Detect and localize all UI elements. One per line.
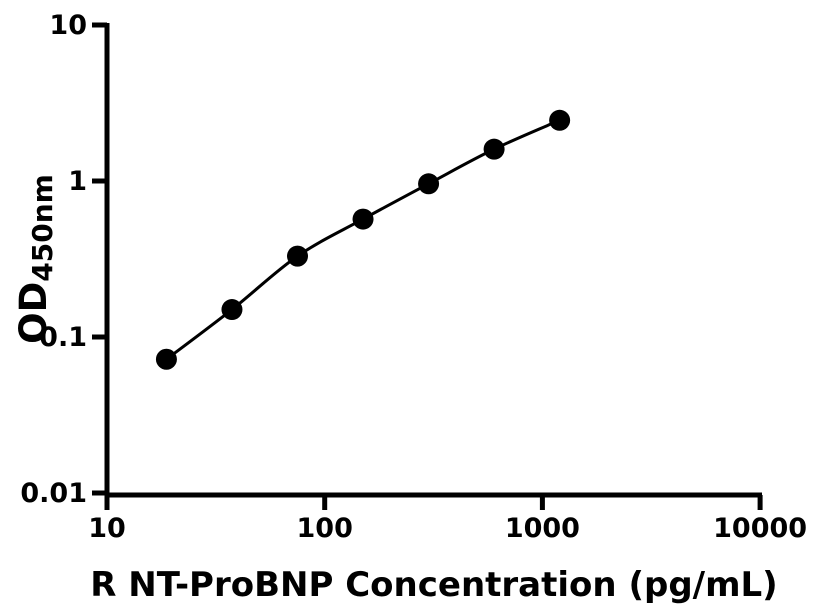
data-point-marker: [352, 208, 374, 230]
x-axis-tick-label: 1000: [505, 513, 580, 544]
data-point-marker: [221, 299, 243, 321]
data-point-marker: [549, 109, 571, 131]
y-axis-title: OD450nm: [12, 174, 59, 344]
data-point-marker: [287, 245, 309, 267]
y-axis-tick-label: 0.1: [39, 322, 87, 353]
data-point-marker: [155, 348, 177, 370]
data-point-marker: [418, 173, 440, 195]
x-axis-title: R NT-ProBNP Concentration (pg/mL): [90, 565, 777, 605]
x-axis-tick-label: 100: [297, 513, 353, 544]
y-axis-tick-label: 1: [68, 166, 87, 197]
x-axis-tick-label: 10000: [713, 513, 807, 544]
y-axis-tick-label: 10: [49, 10, 87, 41]
axis-spines: [104, 23, 762, 498]
data-point-marker: [483, 138, 505, 160]
y-axis-tick-label: 0.01: [20, 478, 87, 509]
x-axis-tick-label: 10: [88, 513, 126, 544]
